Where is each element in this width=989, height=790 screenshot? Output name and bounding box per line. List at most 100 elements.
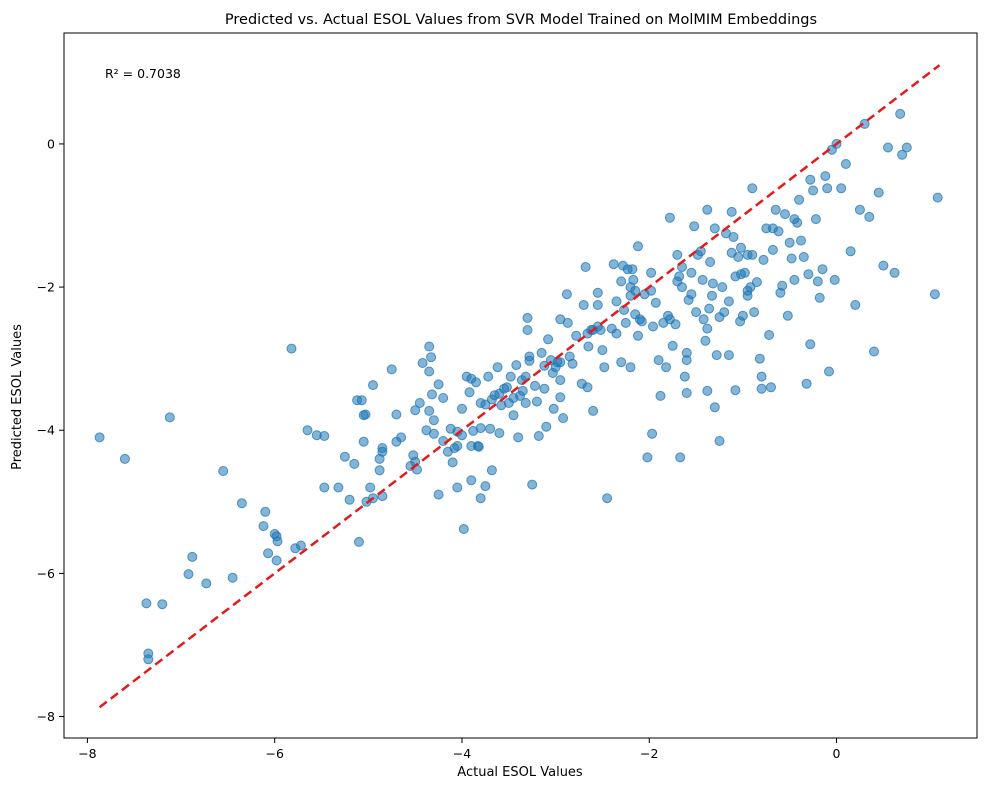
x-axis-ticks: −8 −6 −4 −2 0 bbox=[78, 738, 841, 761]
data-point bbox=[929, 289, 940, 300]
data-point bbox=[674, 271, 685, 282]
data-point bbox=[458, 524, 469, 534]
data-point bbox=[664, 212, 675, 223]
data-point bbox=[766, 382, 776, 393]
data-point bbox=[767, 223, 778, 234]
x-axis-label: Actual ESOL Values bbox=[457, 765, 583, 780]
data-point bbox=[424, 366, 435, 377]
data-point bbox=[475, 423, 486, 434]
data-point bbox=[616, 276, 627, 287]
data-point bbox=[653, 355, 664, 366]
data-point bbox=[541, 421, 552, 432]
data-point bbox=[689, 221, 700, 232]
data-point bbox=[698, 314, 709, 325]
data-point bbox=[675, 452, 686, 463]
data-point bbox=[845, 246, 856, 257]
data-point bbox=[648, 321, 658, 332]
data-point bbox=[555, 357, 566, 368]
data-point bbox=[681, 388, 692, 398]
data-point bbox=[650, 297, 661, 308]
data-point bbox=[780, 209, 790, 220]
data-point bbox=[932, 192, 943, 203]
data-point bbox=[452, 482, 463, 493]
data-point bbox=[368, 380, 378, 391]
data-point bbox=[897, 149, 908, 160]
data-point bbox=[457, 403, 467, 414]
data-point bbox=[464, 387, 475, 398]
data-point bbox=[531, 396, 542, 407]
data-point bbox=[798, 252, 809, 262]
data-point bbox=[697, 274, 708, 285]
data-point bbox=[824, 366, 834, 377]
data-point bbox=[480, 399, 491, 410]
data-point bbox=[530, 380, 540, 391]
data-point bbox=[889, 267, 900, 278]
data-point bbox=[258, 521, 269, 532]
data-point bbox=[539, 383, 550, 394]
data-point bbox=[829, 274, 840, 285]
data-point bbox=[583, 341, 594, 352]
data-point bbox=[836, 183, 847, 194]
data-point bbox=[739, 267, 750, 278]
data-point bbox=[803, 269, 814, 280]
data-point bbox=[555, 314, 566, 325]
data-point bbox=[218, 466, 229, 476]
data-point bbox=[681, 347, 692, 358]
data-point bbox=[344, 494, 355, 505]
data-point bbox=[522, 312, 533, 323]
data-point bbox=[533, 431, 544, 441]
data-point bbox=[201, 578, 212, 589]
data-point bbox=[492, 362, 503, 373]
data-point bbox=[808, 185, 819, 196]
y-tick-label: −6 bbox=[37, 566, 55, 581]
data-point bbox=[524, 355, 535, 366]
data-point bbox=[319, 431, 330, 441]
data-point bbox=[377, 446, 388, 457]
data-point bbox=[810, 214, 821, 225]
y-tick-label: −4 bbox=[37, 423, 55, 438]
data-point bbox=[670, 319, 681, 330]
data-point bbox=[850, 300, 861, 310]
data-point bbox=[789, 274, 800, 285]
data-point bbox=[714, 436, 725, 446]
data-point bbox=[792, 217, 803, 228]
data-point bbox=[365, 482, 376, 493]
data-points bbox=[94, 108, 943, 665]
data-point bbox=[730, 385, 741, 396]
data-point bbox=[426, 352, 437, 363]
data-point bbox=[555, 392, 566, 403]
data-point bbox=[679, 371, 690, 382]
data-point bbox=[567, 358, 578, 369]
data-point bbox=[873, 187, 884, 198]
data-point bbox=[571, 330, 582, 341]
data-point bbox=[686, 289, 697, 300]
data-point bbox=[667, 340, 678, 351]
data-point bbox=[756, 383, 767, 394]
data-point bbox=[271, 555, 282, 566]
data-point bbox=[466, 475, 477, 486]
data-point bbox=[263, 548, 274, 559]
data-point bbox=[599, 362, 610, 373]
data-point bbox=[396, 432, 407, 443]
data-point bbox=[286, 343, 297, 354]
data-point bbox=[508, 410, 519, 421]
data-point bbox=[707, 278, 718, 289]
data-point bbox=[628, 274, 639, 285]
data-point bbox=[608, 259, 619, 270]
y-tick-label: −8 bbox=[37, 709, 55, 724]
data-point bbox=[424, 405, 435, 416]
data-point bbox=[758, 254, 769, 265]
data-point bbox=[417, 358, 428, 368]
data-point bbox=[840, 159, 851, 169]
data-point bbox=[339, 451, 350, 462]
data-point bbox=[786, 253, 797, 264]
data-point bbox=[260, 506, 271, 517]
x-tick-label: 0 bbox=[833, 746, 841, 761]
data-point bbox=[349, 458, 360, 469]
data-point bbox=[505, 371, 516, 382]
data-point bbox=[633, 330, 643, 341]
data-point bbox=[854, 204, 865, 215]
data-point bbox=[661, 362, 672, 373]
data-point bbox=[94, 432, 105, 443]
